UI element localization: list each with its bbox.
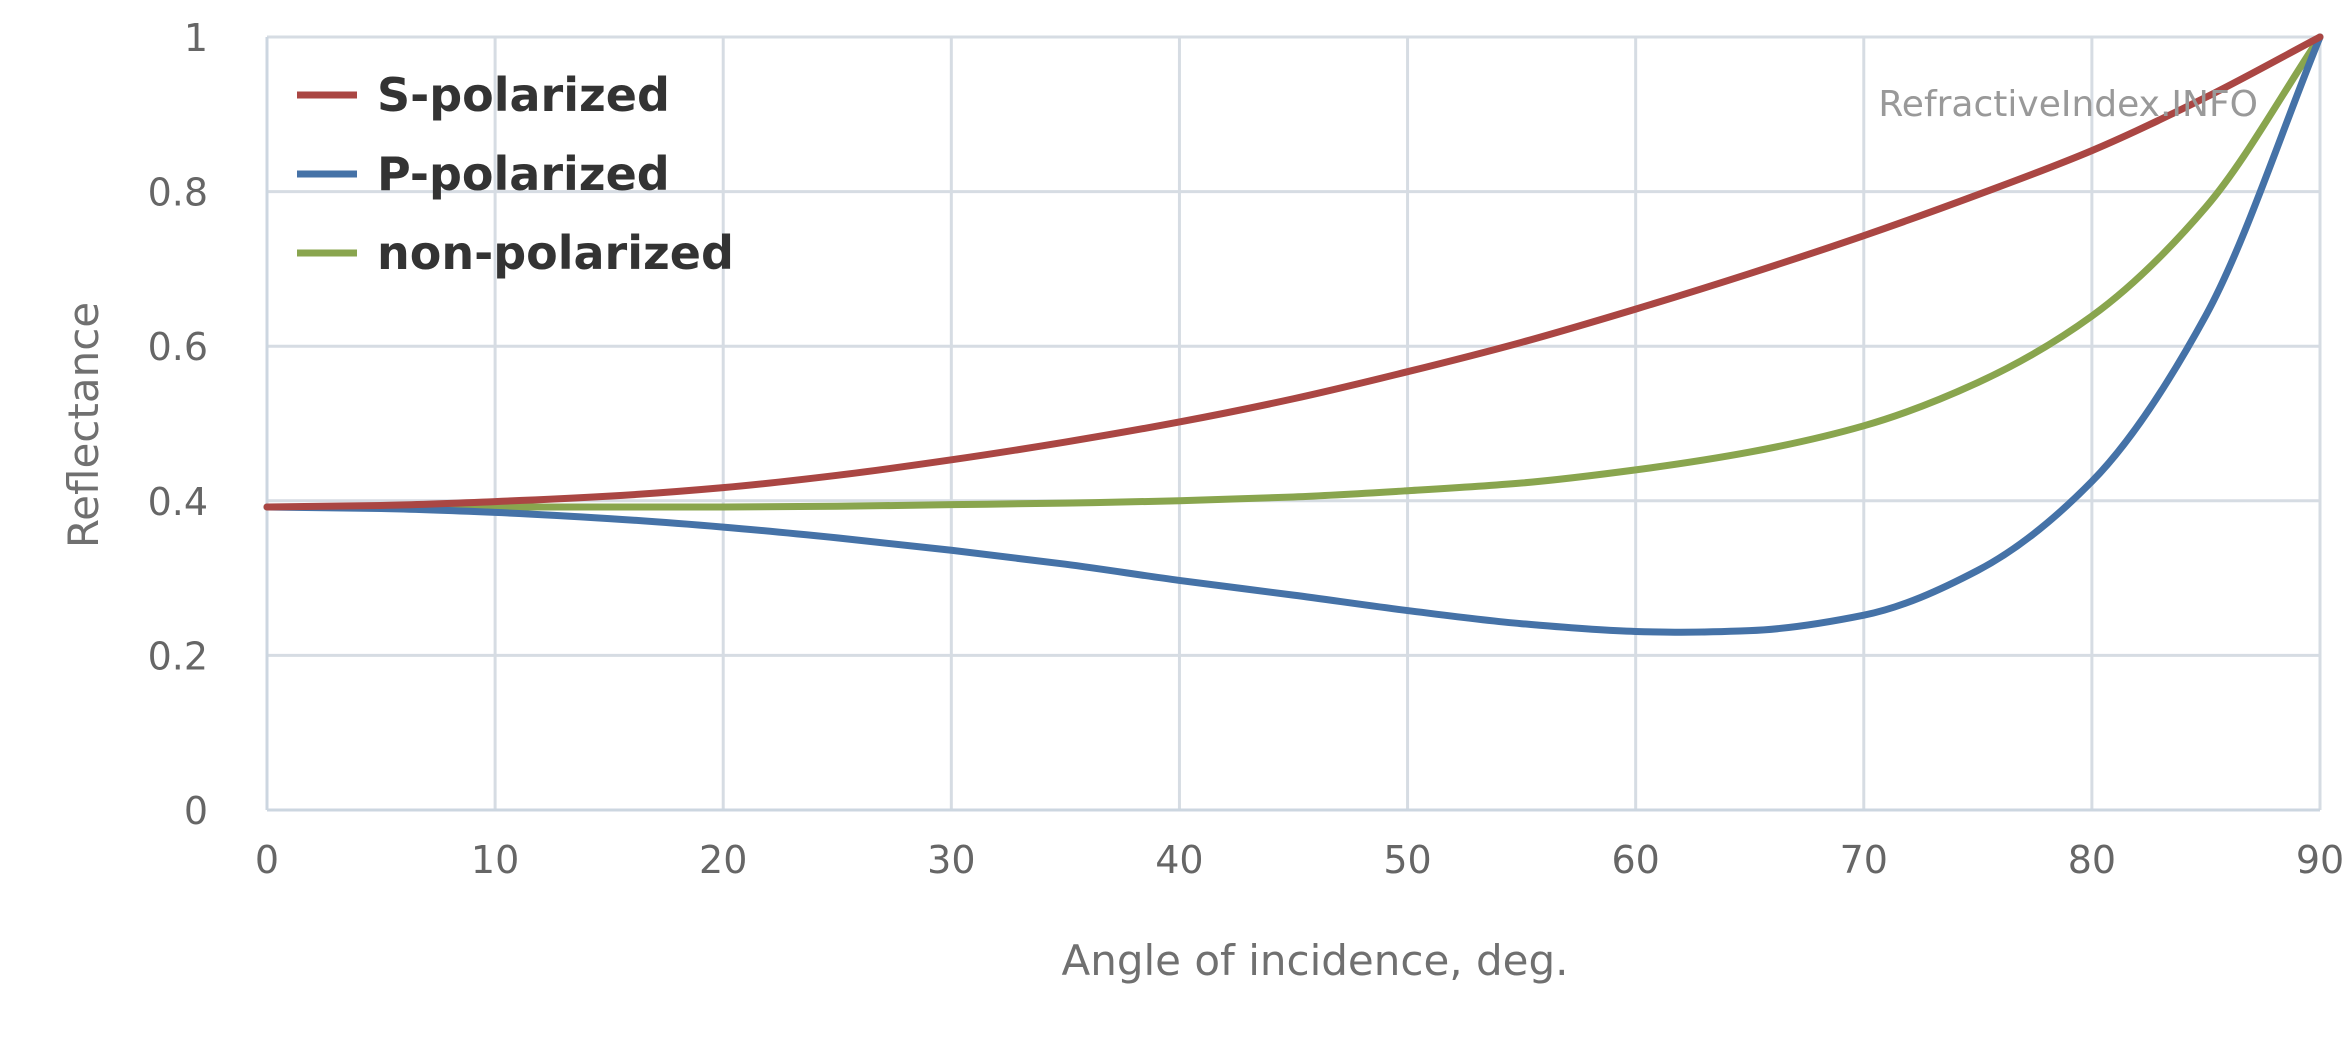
x-tick-label: 40 bbox=[1155, 838, 1203, 882]
legend-label-non-polarized: non-polarized bbox=[377, 226, 734, 280]
y-axis-title: Reflectance bbox=[59, 302, 108, 548]
y-tick-label: 0.6 bbox=[148, 325, 208, 369]
y-tick-label: 0.4 bbox=[148, 480, 208, 524]
x-tick-label: 80 bbox=[2068, 838, 2116, 882]
credit-watermark: RefractiveIndex.INFO bbox=[1878, 84, 2258, 125]
x-tick-label: 60 bbox=[1611, 838, 1659, 882]
y-tick-label: 0.8 bbox=[148, 171, 208, 215]
x-tick-label: 70 bbox=[1840, 838, 1888, 882]
y-axis-ticks: 0 0.2 0.4 0.6 0.8 1 bbox=[148, 16, 208, 833]
x-axis-title: Angle of incidence, deg. bbox=[1061, 936, 1568, 985]
x-tick-label: 30 bbox=[927, 838, 975, 882]
x-tick-label: 10 bbox=[471, 838, 519, 882]
y-tick-label: 0.2 bbox=[148, 634, 208, 678]
x-tick-label: 0 bbox=[255, 838, 279, 882]
y-tick-label: 1 bbox=[184, 16, 208, 60]
legend: S-polarized P-polarized non-polarized bbox=[297, 68, 734, 280]
legend-label-p-polarized: P-polarized bbox=[377, 147, 670, 201]
series-lines bbox=[263, 33, 2324, 636]
x-tick-label: 50 bbox=[1383, 838, 1431, 882]
x-tick-label: 90 bbox=[2296, 838, 2344, 882]
series-line-s-polarized bbox=[263, 33, 2324, 511]
legend-label-s-polarized: S-polarized bbox=[377, 68, 670, 122]
x-axis-ticks: 0 10 20 30 40 50 60 70 80 90 bbox=[255, 838, 2344, 882]
x-tick-label: 20 bbox=[699, 838, 747, 882]
series-line-p-polarized bbox=[263, 33, 2324, 636]
series-line-non-polarized bbox=[263, 33, 2324, 511]
axes bbox=[265, 37, 2320, 812]
y-tick-label: 0 bbox=[184, 789, 208, 833]
